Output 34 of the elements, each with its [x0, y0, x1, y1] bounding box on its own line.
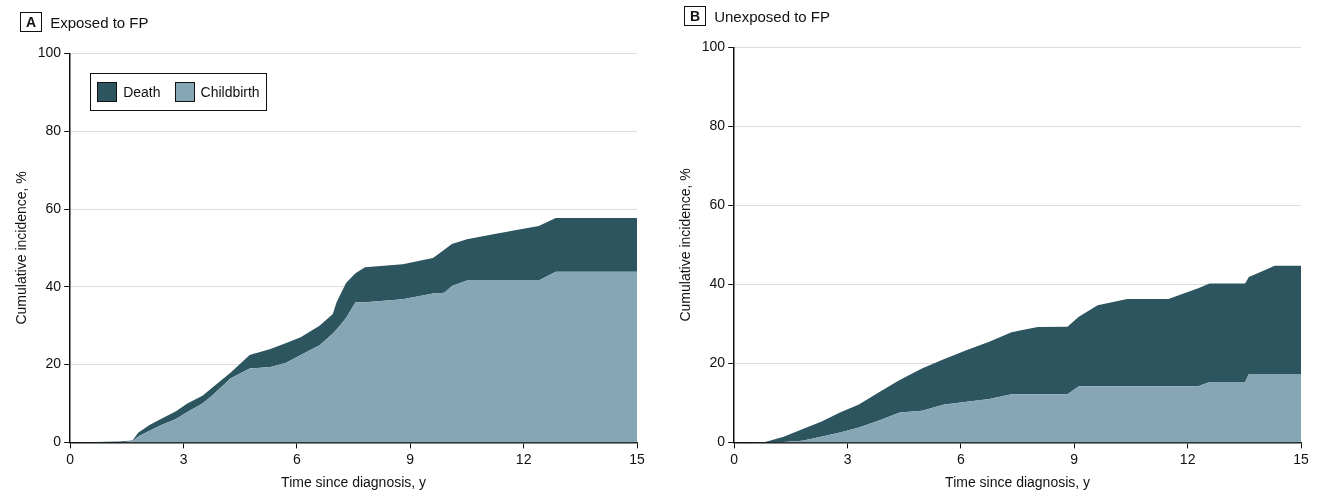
legend-label: Childbirth: [199, 83, 260, 103]
x-tick-label: 0: [66, 450, 75, 467]
y-tick-label: 40: [45, 277, 62, 294]
x-tick-label: 6: [957, 450, 965, 467]
y-tick-label: 100: [37, 44, 62, 61]
y-tick-label: 20: [709, 354, 726, 371]
x-tick-label: 9: [1070, 450, 1079, 467]
y-tick-label: 60: [45, 199, 62, 216]
text: B: [684, 6, 707, 26]
y-tick-label: 60: [709, 196, 726, 213]
y-tick-label: 0: [53, 433, 62, 450]
x-tick-label: 6: [293, 450, 301, 467]
y-tick-label: 40: [709, 275, 726, 292]
x-tick-label: 0: [730, 450, 739, 467]
y-tick-label: 100: [701, 38, 726, 55]
x-tick-label: 12: [515, 450, 532, 467]
y-tick-label: 0: [717, 433, 726, 450]
x-tick-label: 15: [629, 450, 645, 467]
y-tick-label: 80: [709, 117, 726, 134]
chart-title: Exposed to FP: [50, 13, 149, 31]
x-tick-label: 12: [1179, 450, 1196, 467]
y-tick-label: 80: [45, 122, 62, 139]
x-tick-label: 9: [406, 450, 415, 467]
x-axis-title: Time since diagnosis, y: [281, 474, 427, 490]
chart-title: Unexposed to FP: [714, 7, 831, 25]
x-axis-title: Time since diagnosis, y: [945, 474, 1091, 490]
legend-label: Death: [122, 83, 161, 103]
y-axis-title: Cumulative incidence, %: [13, 171, 30, 325]
text: A: [20, 12, 43, 32]
x-tick-label: 3: [843, 450, 852, 467]
y-axis-title: Cumulative incidence, %: [677, 168, 694, 322]
y-tick-label: 20: [45, 355, 62, 372]
x-tick-label: 3: [179, 450, 188, 467]
x-tick-label: 15: [1293, 450, 1309, 467]
